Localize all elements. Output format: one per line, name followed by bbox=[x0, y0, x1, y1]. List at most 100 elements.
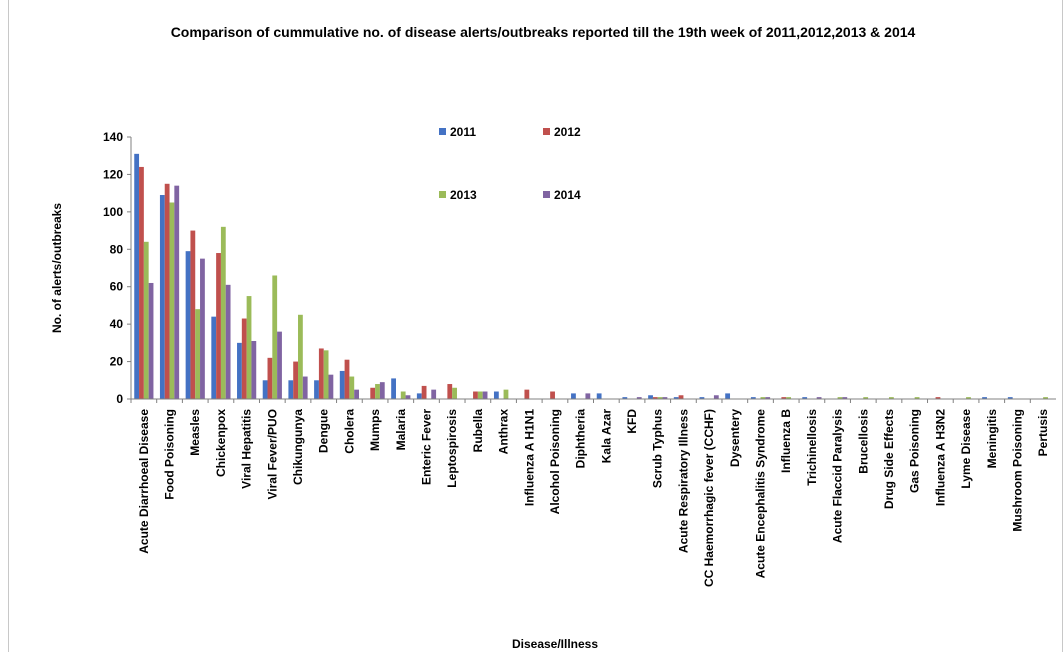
x-category-label: Leptospirosis bbox=[445, 409, 459, 488]
bar-2011 bbox=[391, 378, 396, 399]
bar-2012 bbox=[652, 397, 658, 399]
bar-2013 bbox=[400, 391, 406, 399]
x-category-label: Diphtheria bbox=[574, 409, 588, 469]
bar-2012 bbox=[190, 230, 196, 399]
bar-2014 bbox=[148, 282, 154, 399]
x-axis-title: Disease/Illness bbox=[512, 637, 598, 651]
bar-2013 bbox=[888, 397, 894, 399]
x-category-label: Influenza B bbox=[779, 409, 793, 473]
bar-2014 bbox=[431, 389, 437, 399]
bar-2014 bbox=[277, 331, 282, 399]
legend-swatch-2014 bbox=[543, 191, 550, 198]
bar-2012 bbox=[318, 348, 324, 399]
bar-2014 bbox=[251, 340, 257, 399]
x-category-label: Acute Diarrhoeal Disease bbox=[137, 409, 151, 554]
bar-2014 bbox=[174, 185, 180, 399]
bar-2013 bbox=[195, 309, 201, 399]
bar-2014 bbox=[585, 393, 591, 399]
bar-2013 bbox=[477, 391, 483, 399]
chart-title: Comparison of cummulative no. of disease… bbox=[171, 24, 916, 40]
bar-2012 bbox=[421, 385, 427, 399]
bar-2011 bbox=[1007, 397, 1013, 399]
bar-2014 bbox=[765, 397, 771, 399]
x-category-label: Meningitis bbox=[985, 409, 999, 469]
x-category-label: Measles bbox=[188, 409, 202, 456]
bar-2013 bbox=[298, 314, 303, 399]
x-axis: Acute Diarrhoeal Disease Food Poisoning Me… bbox=[130, 398, 1056, 587]
bar-2013 bbox=[169, 202, 175, 399]
bar-2014 bbox=[225, 284, 231, 399]
bar-2011 bbox=[262, 380, 268, 399]
legend-swatch-2013 bbox=[439, 191, 446, 198]
x-category-label: Acute Respiratory Illness bbox=[676, 409, 690, 553]
bar-2011 bbox=[596, 393, 602, 399]
x-category-label: Alcohol Poisoning bbox=[548, 409, 562, 514]
bar-2013 bbox=[375, 384, 380, 399]
x-category-label: Viral Fever/PUO bbox=[265, 409, 279, 500]
x-category-label: Food Poisoning bbox=[163, 409, 177, 500]
bar-2014 bbox=[405, 395, 411, 399]
bar-2014 bbox=[200, 258, 205, 399]
legend-label-2014: 2014 bbox=[554, 188, 581, 202]
legend: 2011 2012 2013 2014 bbox=[439, 125, 581, 202]
bar-2011 bbox=[699, 397, 705, 399]
bar-2013 bbox=[143, 241, 149, 399]
y-tick-label: 60 bbox=[110, 280, 124, 294]
y-tick-label: 80 bbox=[110, 242, 124, 256]
bar-2011 bbox=[982, 397, 987, 399]
x-category-label: Influenza A H1N1 bbox=[522, 409, 536, 506]
bar-2011 bbox=[211, 316, 217, 399]
bar-2014 bbox=[662, 397, 668, 399]
x-category-label: CC Haemorrhagic fever (CCHF) bbox=[702, 409, 716, 587]
x-category-label: Drug Side Effects bbox=[882, 409, 896, 509]
bar-2011 bbox=[314, 380, 319, 399]
x-category-label: Influenza A H3N2 bbox=[933, 409, 947, 506]
bar-2014 bbox=[482, 391, 488, 399]
bar-2013 bbox=[452, 387, 457, 399]
x-category-label: Enteric Fever bbox=[419, 409, 433, 485]
bar-2013 bbox=[837, 397, 843, 399]
bar-2014 bbox=[354, 389, 359, 399]
chart-frame: Comparison of cummulative no. of disease… bbox=[8, 0, 1063, 652]
bar-2012 bbox=[267, 357, 273, 399]
bar-2012 bbox=[241, 318, 247, 399]
bar-2014 bbox=[328, 374, 334, 399]
x-category-label: Mumps bbox=[368, 409, 382, 451]
bar-2014 bbox=[302, 376, 308, 399]
bar-2011 bbox=[185, 251, 191, 399]
x-category-label: Malaria bbox=[394, 409, 408, 451]
bar-2014 bbox=[379, 382, 385, 399]
bar-2011 bbox=[750, 397, 756, 399]
bar-2013 bbox=[220, 226, 226, 399]
bar-2011 bbox=[802, 397, 808, 399]
x-category-label: Mushroom Poisoning bbox=[1010, 409, 1024, 532]
bar-2011 bbox=[159, 195, 165, 399]
bar-2012 bbox=[447, 384, 453, 399]
x-category-label: Gas Poisoning bbox=[908, 409, 922, 493]
legend-swatch-2012 bbox=[543, 128, 550, 135]
y-tick-label: 20 bbox=[110, 355, 124, 369]
bar-2014 bbox=[842, 397, 848, 399]
y-tick-label: 100 bbox=[103, 205, 123, 219]
bar-2012 bbox=[781, 397, 787, 399]
x-category-label: Brucellosis bbox=[856, 409, 870, 474]
bar-2011 bbox=[493, 391, 499, 399]
bar-2013 bbox=[1043, 397, 1048, 399]
bar-2013 bbox=[246, 296, 252, 399]
bar-2012 bbox=[139, 166, 144, 399]
bar-2014 bbox=[816, 397, 822, 399]
x-category-label: Viral Hepatitis bbox=[240, 409, 254, 489]
x-category-label: Acute Encephalitis Syndrome bbox=[754, 409, 768, 579]
legend-label-2011: 2011 bbox=[450, 125, 476, 139]
x-category-label: Chickenpox bbox=[214, 409, 228, 477]
bar-2011 bbox=[288, 380, 294, 399]
x-category-label: Trichinellosis bbox=[805, 409, 819, 486]
bar-2011 bbox=[725, 393, 731, 399]
x-category-label: Scrub Typhus bbox=[651, 409, 665, 488]
y-tick-label: 0 bbox=[116, 392, 123, 406]
bar-2012 bbox=[935, 397, 941, 399]
bars-group bbox=[134, 153, 1048, 399]
bar-2013 bbox=[863, 397, 869, 399]
y-tick-label: 40 bbox=[110, 317, 124, 331]
x-category-label: KFD bbox=[625, 409, 639, 434]
